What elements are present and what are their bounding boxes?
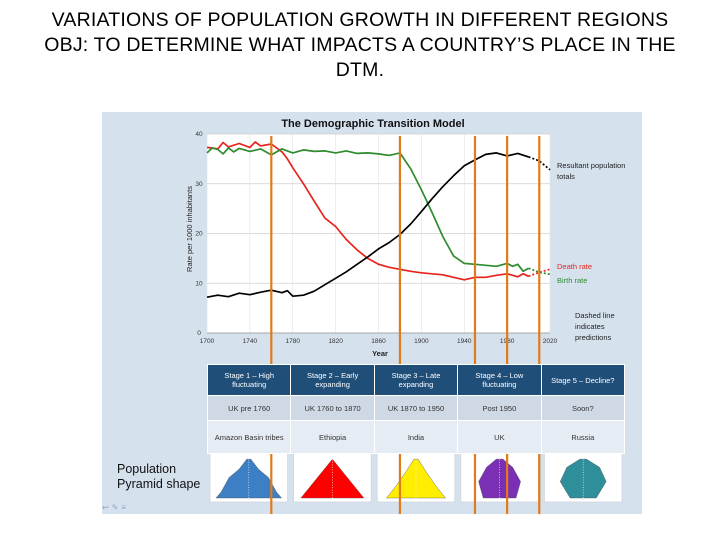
- table-row: Amazon Basin tribes Ethiopia India UK Ru…: [206, 420, 626, 454]
- resultant-population-totals-line: [206, 152, 529, 299]
- y-tick-label: 0: [197, 330, 201, 337]
- chart-title: The Demographic Transition Model: [281, 118, 464, 130]
- slide-toolbar[interactable]: ↩✎≡: [102, 503, 129, 512]
- stage-5-pyramid: [559, 458, 607, 499]
- slide-title: VARIATIONS OF POPULATION GROWTH IN DIFFE…: [20, 8, 700, 83]
- stage-3-uk: UK 1870 to 1950: [373, 395, 459, 421]
- y-tick-label: 30: [195, 181, 203, 188]
- stage-1-header: Stage 1 – High fluctuating: [206, 364, 292, 396]
- grid: [206, 133, 551, 334]
- stage-4-pyramid: [478, 458, 521, 499]
- title-line-1: VARIATIONS OF POPULATION GROWTH IN DIFFE…: [51, 9, 669, 31]
- pyramid-label-line-1: Population: [117, 462, 177, 476]
- menu-icon[interactable]: ≡: [121, 503, 130, 512]
- pyramids: [209, 451, 623, 503]
- stage-4-uk: Post 1950: [457, 395, 542, 421]
- stage-5-header: Stage 5 – Decline?: [540, 364, 626, 396]
- tick-labels: 1700174017801820186019001940198020200102…: [195, 131, 557, 345]
- stage-5-uk: Soon?: [540, 395, 626, 421]
- title-line-3: DTM.: [335, 59, 385, 81]
- pyramid-label-line-2: Pyramid shape: [117, 477, 201, 491]
- x-tick-label: 2020: [543, 338, 558, 345]
- x-tick-label: 1820: [328, 338, 343, 345]
- stage-2-uk: UK 1760 to 1870: [290, 395, 375, 421]
- death-rate-annotation: Death rate: [557, 262, 592, 271]
- table-row: UK pre 1760 UK 1760 to 1870 UK 1870 to 1…: [206, 395, 626, 421]
- x-tick-label: 1860: [371, 338, 386, 345]
- stage-4-header: Stage 4 – Low fluctuating: [457, 364, 542, 396]
- y-tick-label: 20: [195, 231, 203, 238]
- resultant-population-totals-prediction-line: [528, 156, 551, 171]
- x-axis-label: Year: [372, 349, 388, 358]
- birth-rate-line: [206, 147, 530, 273]
- x-tick-label: 1740: [243, 338, 258, 345]
- stage-2-example: Ethiopia: [290, 420, 375, 454]
- x-tick-label: 1780: [286, 338, 301, 345]
- stage-4-example: UK: [457, 420, 542, 454]
- birth-rate-annotation: Birth rate: [557, 276, 587, 285]
- dashed-line-note: Dashed line indicates predictions: [575, 311, 615, 342]
- stage-1-pyramid: [215, 458, 283, 499]
- pen-icon[interactable]: ✎: [111, 503, 122, 512]
- y-axis-label: Rate per 1000 inhabitants: [185, 186, 194, 272]
- stage-3-header: Stage 3 – Late expanding: [373, 364, 459, 396]
- back-arrow-icon[interactable]: ↩: [102, 503, 112, 512]
- series-group: [206, 141, 551, 299]
- x-tick-label: 1900: [414, 338, 429, 345]
- death-rate-line: [206, 141, 529, 281]
- stage-table: Stage 1 – High fluctuating Stage 2 – Ear…: [206, 364, 626, 454]
- stage-1-example: Amazon Basin tribes: [206, 420, 292, 454]
- table-header-row: Stage 1 – High fluctuating Stage 2 – Ear…: [206, 364, 626, 396]
- population-annotation: Resultant population totals: [557, 161, 625, 181]
- title-line-2: OBJ: TO DETERMINE WHAT IMPACTS A COUNTRY…: [44, 34, 676, 56]
- pyramid-shape-label: Population Pyramid shape: [117, 462, 200, 492]
- stage-1-uk: UK pre 1760: [206, 395, 292, 421]
- stage-3-example: India: [373, 420, 459, 454]
- y-tick-label: 10: [195, 280, 203, 287]
- stage-5-example: Russia: [540, 420, 626, 454]
- x-tick-label: 1700: [200, 338, 215, 345]
- annotations: Resultant population totals Death rate Bi…: [557, 161, 625, 342]
- x-tick-label: 1940: [457, 338, 472, 345]
- y-tick-label: 40: [195, 131, 203, 138]
- stage-2-header: Stage 2 – Early expanding: [290, 364, 375, 396]
